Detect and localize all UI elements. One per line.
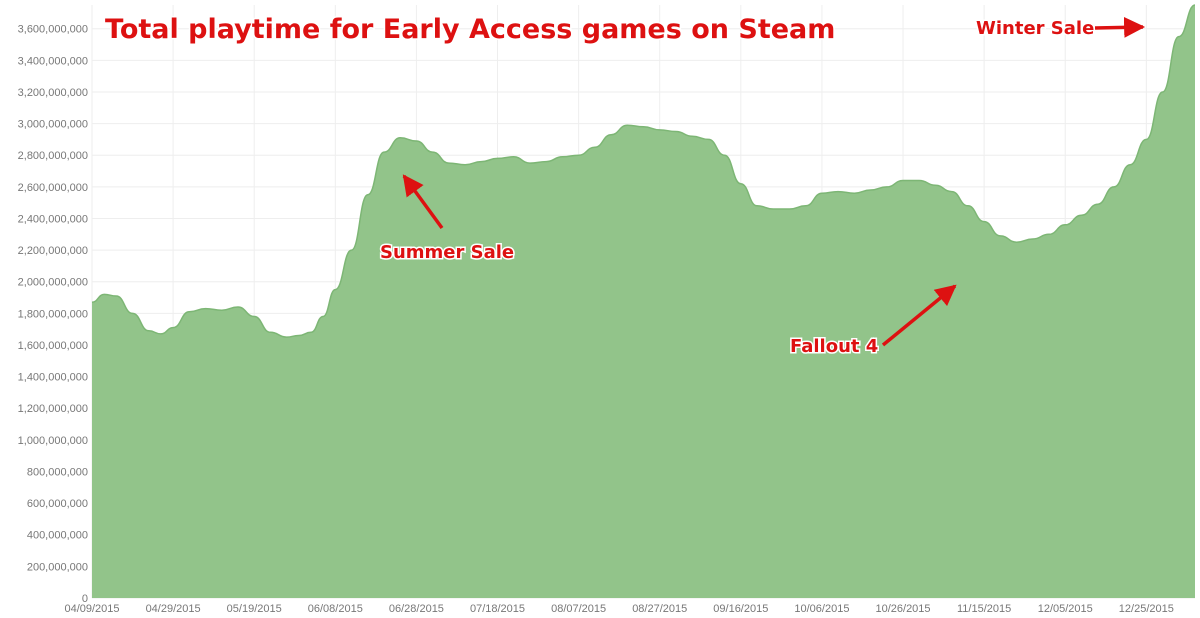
y-tick-label: 3,200,000,000	[18, 87, 88, 99]
y-tick-label: 3,600,000,000	[18, 24, 88, 36]
x-tick-label: 05/19/2015	[227, 603, 282, 615]
y-tick-label: 800,000,000	[27, 466, 88, 478]
x-axis: 04/09/2015 04/29/2015 05/19/2015 06/08/2015…	[64, 603, 1173, 615]
x-tick-label: 12/25/2015	[1119, 603, 1174, 615]
y-tick-label: 1,400,000,000	[18, 372, 88, 384]
y-tick-label: 1,600,000,000	[18, 340, 88, 352]
playtime-line	[91, 4, 1196, 338]
x-tick-label: 07/18/2015	[470, 603, 525, 615]
playtime-area	[92, 5, 1195, 598]
y-tick-label: 2,200,000,000	[18, 245, 88, 257]
y-tick-label: 1,000,000,000	[18, 435, 88, 447]
x-tick-label: 04/29/2015	[146, 603, 201, 615]
y-tick-label: 200,000,000	[27, 561, 88, 573]
x-tick-label: 10/06/2015	[794, 603, 849, 615]
x-tick-label: 10/26/2015	[875, 603, 930, 615]
y-tick-label: 3,000,000,000	[18, 119, 88, 131]
y-tick-label: 3,400,000,000	[18, 55, 88, 67]
x-tick-label: 11/15/2015	[957, 603, 1011, 615]
x-tick-label: 06/28/2015	[389, 603, 444, 615]
x-tick-label: 04/09/2015	[64, 603, 119, 615]
x-tick-label: 08/07/2015	[551, 603, 606, 615]
y-axis: 0 200,000,000 400,000,000 600,000,000 800,00…	[18, 24, 88, 605]
annotations: Summer Sale Fallout 4 Winter Sale	[379, 16, 1146, 359]
y-tick-label: 2,600,000,000	[18, 182, 88, 194]
y-tick-label: 400,000,000	[27, 530, 88, 542]
y-tick-label: 2,400,000,000	[18, 213, 88, 225]
fallout-4-label: Fallout 4	[790, 336, 878, 357]
y-tick-label: 2,000,000,000	[18, 277, 88, 289]
y-tick-label: 2,800,000,000	[18, 150, 88, 162]
summer-sale-arrow	[402, 174, 444, 230]
x-tick-label: 06/08/2015	[308, 603, 363, 615]
winter-sale-arrow	[1094, 16, 1146, 38]
x-tick-label: 12/05/2015	[1038, 603, 1093, 615]
y-tick-label: 1,800,000,000	[18, 308, 88, 320]
y-tick-label: 0	[82, 593, 88, 605]
chart-title: Total playtime for Early Access games on…	[105, 14, 835, 45]
x-tick-label: 08/27/2015	[632, 603, 687, 615]
x-tick-label: 09/16/2015	[713, 603, 768, 615]
winter-sale-label: Winter Sale	[976, 18, 1094, 39]
fallout-4-arrow	[881, 284, 957, 347]
summer-sale-label: Summer Sale	[380, 242, 514, 263]
y-tick-label: 1,200,000,000	[18, 403, 88, 415]
y-tick-label: 600,000,000	[27, 498, 88, 510]
